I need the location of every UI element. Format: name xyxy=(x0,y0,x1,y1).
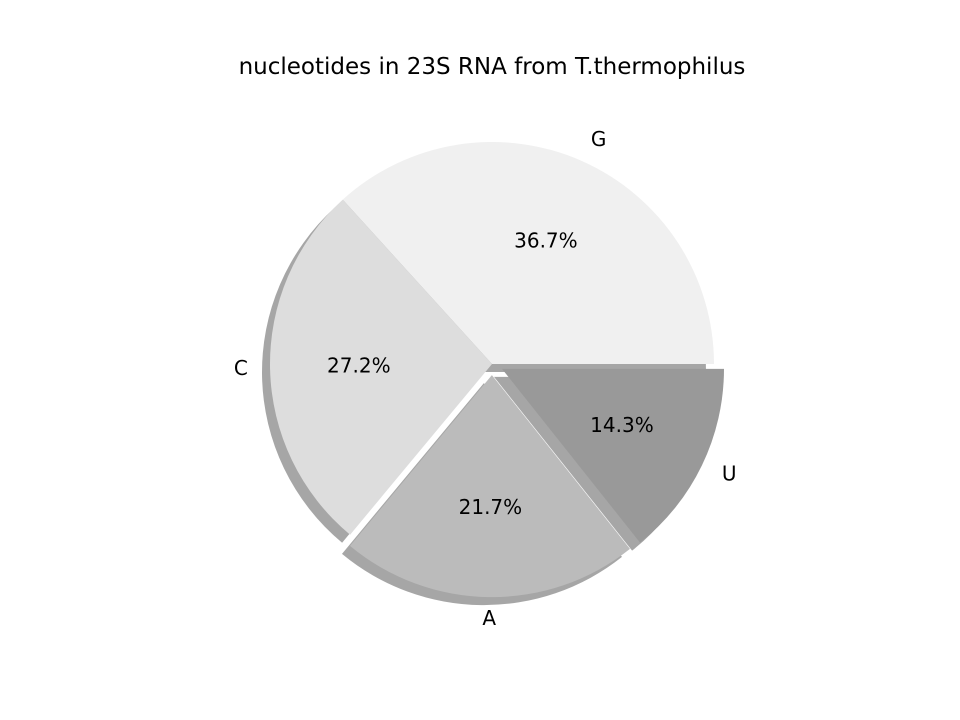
pie-slice-a xyxy=(349,375,630,598)
slice-layer xyxy=(270,142,724,598)
slice-label-g: G xyxy=(591,127,607,151)
slice-percent-a: 21.7% xyxy=(459,495,523,519)
pie-slice-g xyxy=(342,142,714,364)
slice-percent-c: 27.2% xyxy=(327,353,391,377)
pie-slice-c xyxy=(270,199,492,535)
pie-slice-u xyxy=(501,368,724,543)
slice-percent-g: 36.7% xyxy=(514,229,578,253)
slice-label-a: A xyxy=(482,606,496,630)
label-layer: G 36.7% C 27.2% A 21.7% U 14.3% xyxy=(234,127,737,630)
slice-percent-u: 14.3% xyxy=(590,413,654,437)
slice-label-c: C xyxy=(234,356,248,380)
slice-label-u: U xyxy=(722,461,737,485)
chart-title: nucleotides in 23S RNA from T.thermophil… xyxy=(239,54,746,80)
